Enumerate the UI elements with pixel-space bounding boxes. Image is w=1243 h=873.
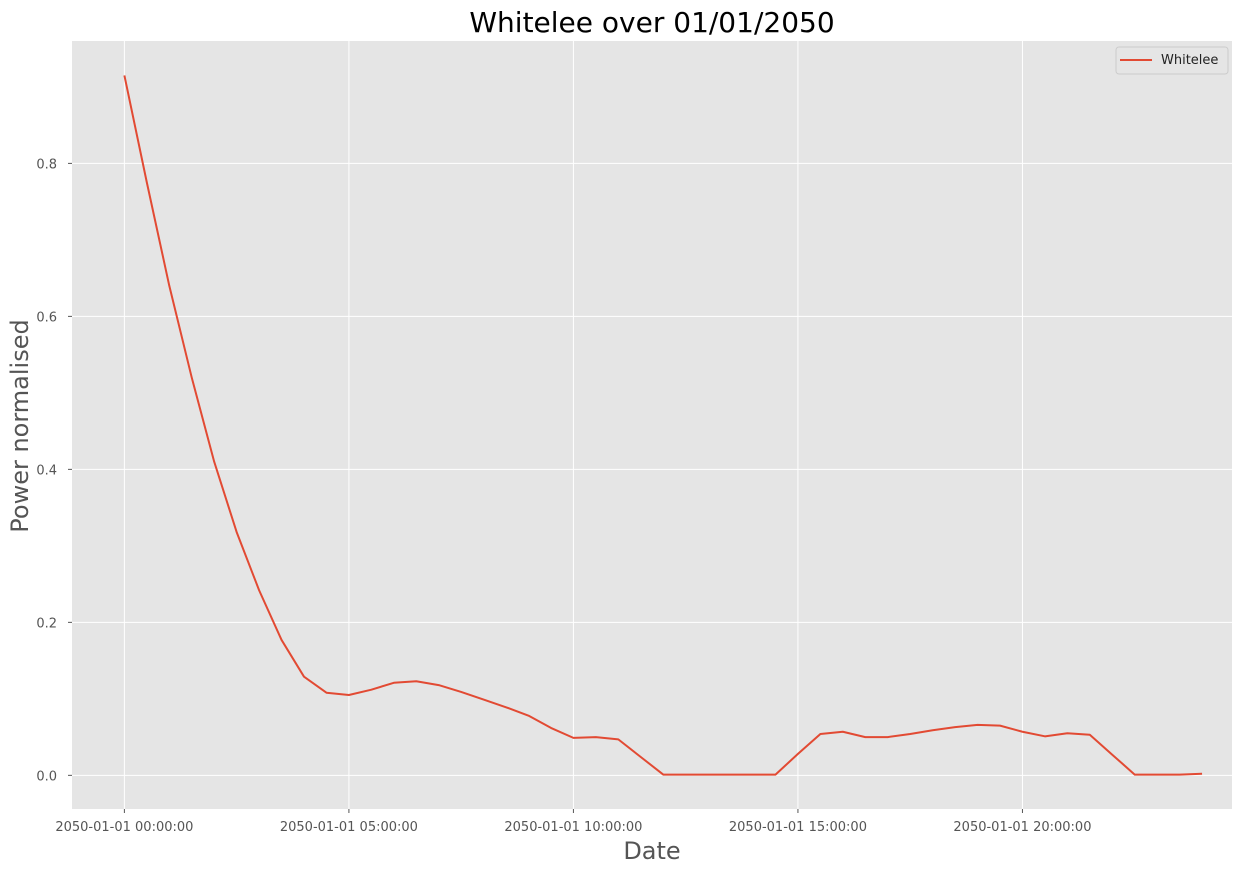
y-tick-label: 0.8 (36, 157, 57, 172)
x-tick-label: 2050-01-01 00:00:00 (55, 820, 193, 835)
y-tick-label: 0.2 (36, 616, 57, 631)
legend-label-whitelee: Whitelee (1161, 53, 1218, 68)
y-axis-title: Power normalised (6, 319, 34, 532)
series-layer (123, 75, 1203, 776)
x-axis-title: Date (623, 837, 680, 865)
series-line-whitelee (123, 75, 1203, 776)
grid-lines (72, 41, 1232, 809)
tick-labels: 2050-01-01 00:00:00 2050-01-01 05:00:00 20… (36, 157, 1091, 835)
x-tick-label: 2050-01-01 20:00:00 (953, 820, 1091, 835)
x-tick-label: 2050-01-01 10:00:00 (504, 820, 642, 835)
x-tick-label: 2050-01-01 15:00:00 (729, 820, 867, 835)
legend-box (1115, 46, 1229, 75)
y-tick-label: 0.4 (36, 463, 57, 478)
plot-area (72, 41, 1232, 809)
chart-title: Whitelee over 01/01/2050 (469, 6, 834, 39)
legend: Whitelee (1115, 46, 1229, 75)
x-tick-label: 2050-01-01 05:00:00 (280, 820, 418, 835)
y-tick-label: 0.6 (36, 310, 57, 325)
y-tick-label: 0.0 (36, 769, 57, 784)
